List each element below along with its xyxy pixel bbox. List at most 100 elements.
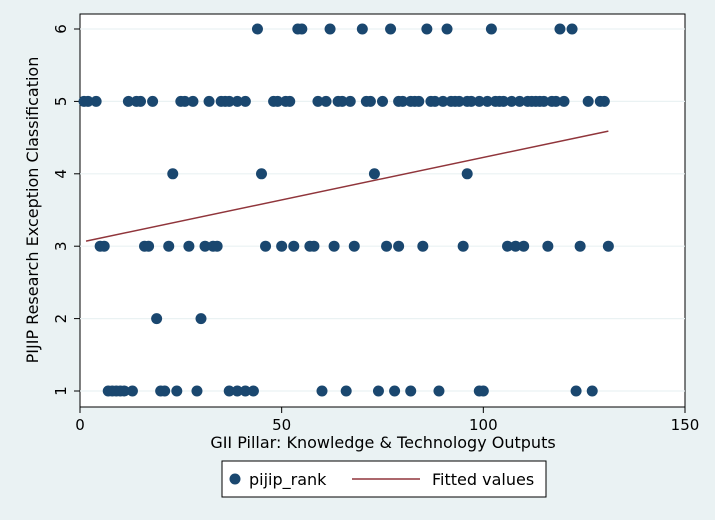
data-point [151,313,163,325]
data-point [574,240,586,252]
data-point [90,95,102,107]
legend: pijip_rank Fitted values [221,460,547,498]
data-point [558,95,570,107]
data-point [514,95,526,107]
data-point [429,95,441,107]
data-point [413,95,425,107]
data-point [211,240,223,252]
data-point [433,385,445,397]
data-point [316,385,328,397]
data-point [502,240,514,252]
data-point [340,385,352,397]
data-point [163,240,175,252]
y-tick-label-6: 6 [52,24,70,34]
x-tick-label-100: 100 [469,416,498,434]
y-tick-label-1: 1 [52,386,70,396]
data-point [147,95,159,107]
data-point [566,23,578,35]
data-point [381,240,393,252]
data-point [485,23,497,35]
data-point [417,240,429,252]
legend-marker-pijip-rank [229,473,241,485]
data-point [421,23,433,35]
data-point [247,385,259,397]
data-point [195,313,207,325]
data-point [223,95,235,107]
data-point [324,23,336,35]
data-point [179,95,191,107]
data-point [312,95,324,107]
data-point [255,168,267,180]
data-point [368,168,380,180]
data-point [385,23,397,35]
data-point [506,95,518,107]
fitted-line-group [85,130,609,242]
data-point [364,95,376,107]
data-point [457,240,469,252]
data-point [538,95,550,107]
y-tick-label-3: 3 [52,241,70,251]
plot-area [79,13,686,408]
legend-label-pijip-rank: pijip_rank [249,470,327,490]
data-point [542,240,554,252]
data-point [320,95,332,107]
scatter-points [78,23,614,397]
data-point [336,95,348,107]
data-point [272,95,284,107]
data-point [187,95,199,107]
data-point [203,95,215,107]
data-point [288,240,300,252]
x-axis-ticks: 0 50 100 150 [75,407,699,434]
x-tick-label-150: 150 [671,416,700,434]
y-tick-label-2: 2 [52,314,70,324]
data-point [239,95,251,107]
data-point [134,95,146,107]
data-point [356,23,368,35]
y-tick-label-4: 4 [52,169,70,179]
data-point [118,385,130,397]
data-point [393,240,405,252]
data-point [554,23,566,35]
data-point [441,23,453,35]
data-point [477,385,489,397]
data-point [98,240,110,252]
data-point [570,385,582,397]
data-point [122,95,134,107]
data-point [550,95,562,107]
data-point [183,240,195,252]
data-point [328,240,340,252]
data-point [582,95,594,107]
data-point [239,385,251,397]
data-point [167,168,179,180]
data-point [437,95,449,107]
data-point [143,240,155,252]
data-point [461,168,473,180]
legend-label-fitted-values: Fitted values [432,470,534,489]
y-axis-label: PIJIP Research Exception Classification [23,57,42,364]
data-point [481,95,493,107]
data-point [82,95,94,107]
data-point [497,95,509,107]
data-point [231,385,243,397]
x-tick-label-0: 0 [75,416,85,434]
data-point [397,95,409,107]
data-point [260,240,272,252]
data-point [159,385,171,397]
data-point [199,240,211,252]
data-point [586,385,598,397]
data-point [372,385,384,397]
data-point [518,240,530,252]
fitted-values-line [85,130,609,242]
data-point [296,23,308,35]
data-point [465,95,477,107]
data-point [276,240,288,252]
data-point [602,240,614,252]
data-point [453,95,465,107]
y-tick-label-5: 5 [52,97,70,107]
x-axis-label: GII Pillar: Knowledge & Technology Outpu… [210,433,555,452]
data-point [344,95,356,107]
data-point [191,385,203,397]
data-point [473,95,485,107]
data-point [389,385,401,397]
